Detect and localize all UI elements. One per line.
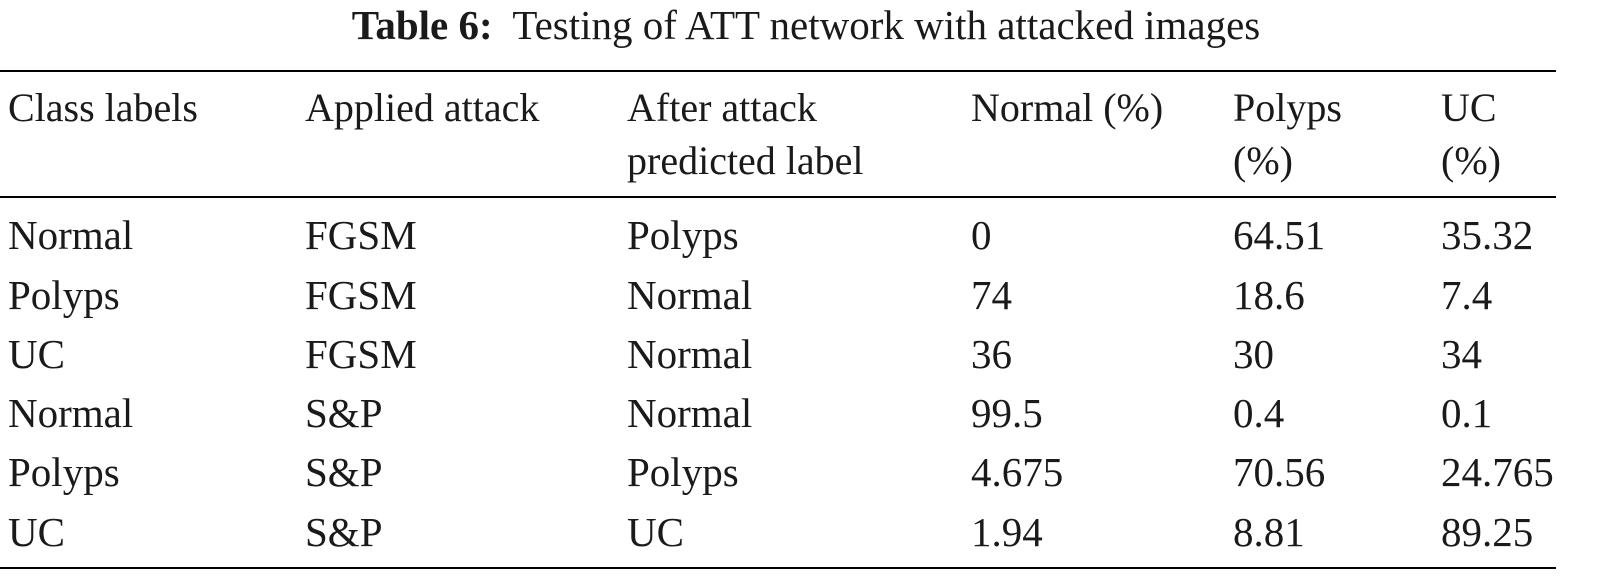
table-cell: UC	[627, 509, 684, 555]
table-top-rule	[0, 70, 1556, 72]
table-cell: Normal	[8, 212, 134, 258]
header-uc-pct: UC (%)	[1441, 85, 1501, 183]
table-cell: Polyps	[8, 449, 120, 495]
table-caption: Table 6: Testing of ATT network with att…	[0, 0, 1612, 50]
table-cell: Normal	[627, 390, 753, 436]
table-cell: S&P	[305, 509, 383, 555]
header-applied-attack: Applied attack	[305, 85, 540, 130]
header-predicted-label: After attack predicted label	[627, 85, 864, 183]
table-cell: FGSM	[305, 272, 417, 318]
table-cell: FGSM	[305, 212, 417, 258]
table-cell: Normal	[8, 390, 134, 436]
table-caption-text: Testing of ATT network with attacked ima…	[512, 2, 1261, 48]
table-cell: 18.6	[1233, 272, 1305, 318]
table-cell: 30	[1233, 331, 1274, 377]
table-cell: 0.4	[1233, 390, 1285, 436]
table-cell: 35.32	[1441, 212, 1534, 258]
table-header-rule	[0, 196, 1556, 198]
table-cell: 4.675	[971, 449, 1064, 495]
table-cell: Polyps	[627, 449, 739, 495]
table-cell: 24.765	[1441, 449, 1554, 495]
table-cell: Normal	[627, 272, 753, 318]
table-cell: 8.81	[1233, 509, 1305, 555]
table-cell: 34	[1441, 331, 1482, 377]
header-class-labels: Class labels	[8, 85, 198, 130]
table-cell: 64.51	[1233, 212, 1326, 258]
table-bottom-rule	[0, 567, 1556, 569]
table-cell: S&P	[305, 390, 383, 436]
table-cell: 89.25	[1441, 509, 1534, 555]
table-cell: 36	[971, 331, 1012, 377]
table-cell: 74	[971, 272, 1012, 318]
table-cell: 99.5	[971, 390, 1043, 436]
table-cell: UC	[8, 331, 65, 377]
table-cell: FGSM	[305, 331, 417, 377]
table-cell: Normal	[627, 331, 753, 377]
table-cell: 7.4	[1441, 272, 1493, 318]
table-cell: 0.1	[1441, 390, 1493, 436]
table-cell: Polyps	[8, 272, 120, 318]
table-cell: S&P	[305, 449, 383, 495]
table-cell: 0	[971, 212, 992, 258]
table-caption-label: Table 6:	[351, 2, 493, 48]
header-normal-pct: Normal (%)	[971, 85, 1164, 130]
header-polyps-pct: Polyps (%)	[1233, 85, 1342, 183]
table-cell: Polyps	[627, 212, 739, 258]
table-cell: 70.56	[1233, 449, 1326, 495]
table-cell: 1.94	[971, 509, 1043, 555]
table-cell: UC	[8, 509, 65, 555]
